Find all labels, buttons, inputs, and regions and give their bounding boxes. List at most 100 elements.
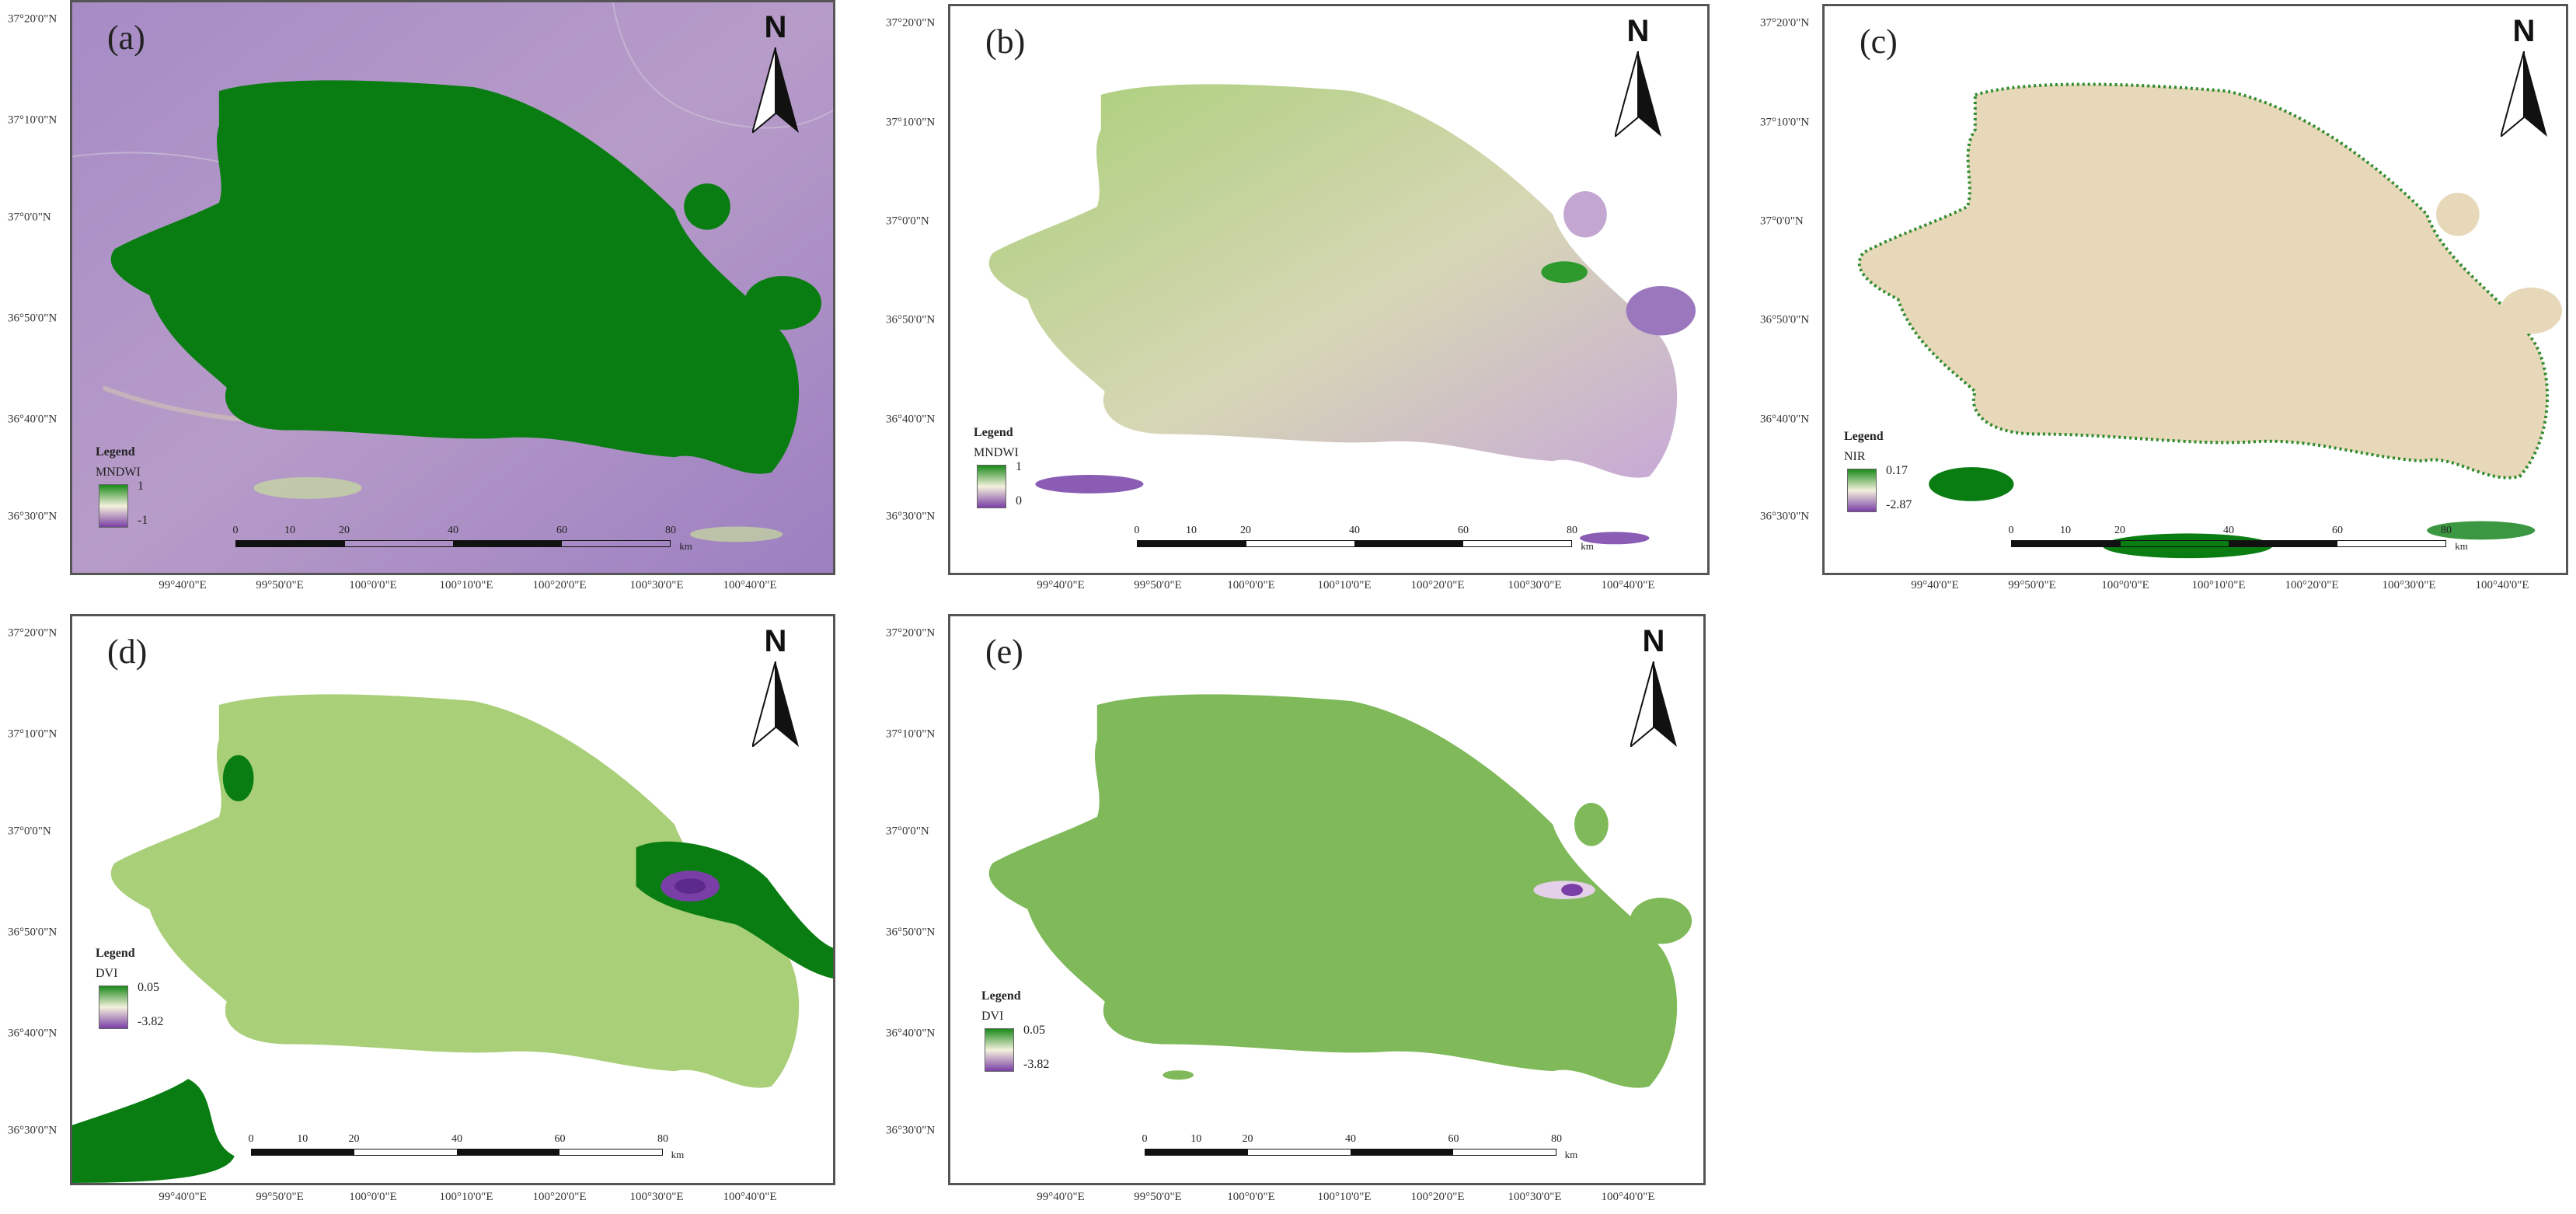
legend-min: -2.87	[1886, 498, 1912, 511]
legend-min: -3.82	[1023, 1058, 1050, 1071]
legend-min: -3.82	[138, 1015, 164, 1028]
scale-tick: 10	[1186, 525, 1197, 536]
north-arrow: N	[2489, 14, 2559, 146]
lon-label: 100°0'0"E	[349, 579, 397, 591]
lat-label: 36°40'0"N	[886, 413, 936, 426]
lat-label: 37°20'0"N	[1760, 16, 1810, 30]
lon-label: 100°40'0"E	[723, 1191, 777, 1203]
lat-label: 37°10'0"N	[886, 727, 936, 741]
lat-label: 37°0'0"N	[1760, 215, 1804, 228]
lon-label: 100°20'0"E	[532, 1191, 587, 1203]
legend-max: 1	[138, 480, 144, 493]
lon-label: 99°40'0"E	[159, 579, 207, 591]
legend-color-ramp	[985, 1028, 1014, 1072]
map-frame: (b) N Legend MNDWI 1 0 0 10 20 40 60 80 …	[948, 4, 1710, 575]
lat-label: 37°0'0"N	[8, 211, 51, 224]
legend-min: 0	[1016, 494, 1022, 508]
legend-color-ramp	[99, 484, 128, 528]
scale-bar: 0 10 20 40 60 80 km	[249, 1133, 685, 1164]
lat-label: 37°20'0"N	[8, 626, 58, 640]
lake-shape	[110, 80, 800, 474]
scale-tick: 80	[665, 525, 676, 536]
lon-label: 100°40'0"E	[2475, 579, 2529, 591]
lon-label: 100°30'0"E	[629, 1191, 684, 1203]
scale-tick: 80	[1567, 525, 1577, 536]
north-arrow: N	[741, 624, 810, 756]
scale-tick: 60	[556, 525, 567, 536]
lat-label: 36°50'0"N	[8, 312, 58, 325]
scale-tick: 20	[1242, 1133, 1253, 1145]
legend-max: 0.17	[1886, 464, 1908, 477]
legend-max: 0.05	[1023, 1024, 1045, 1037]
north-label: N	[764, 624, 787, 658]
north-arrow-icon	[1615, 51, 1661, 137]
lon-label: 100°30'0"E	[629, 579, 684, 591]
legend-title: Legend	[96, 445, 135, 459]
lon-label: 100°20'0"E	[2285, 579, 2339, 591]
scale-tick: 20	[2114, 525, 2125, 536]
lon-label: 100°20'0"E	[532, 579, 587, 591]
legend-index: DVI	[981, 1010, 1004, 1023]
map-image-a	[72, 2, 833, 573]
lon-label: 100°0'0"E	[1227, 1191, 1275, 1203]
lon-label: 100°0'0"E	[349, 1191, 397, 1203]
scale-tick: 20	[348, 1133, 360, 1145]
north-arrow-icon	[1630, 661, 1677, 747]
lat-label: 37°10'0"N	[8, 727, 58, 741]
scale-tick: 0	[1142, 1133, 1148, 1145]
lon-label: 100°0'0"E	[2101, 579, 2149, 591]
lon-label: 99°50'0"E	[256, 579, 304, 591]
lat-label: 36°30'0"N	[8, 1124, 58, 1137]
panel-label: (c)	[1860, 23, 1898, 61]
lake-shape	[110, 694, 800, 1088]
scale-tick: 60	[1448, 1133, 1459, 1145]
map-frame: (c) N Legend NIR 0.17 -2.87 0 10 20 40 6…	[1822, 4, 2568, 575]
lake-shape	[1857, 82, 2550, 480]
map-image-e	[950, 616, 1703, 1183]
lon-label: 100°20'0"E	[1410, 579, 1465, 591]
scale-unit: km	[1581, 540, 1594, 552]
lat-label: 37°10'0"N	[1760, 116, 1810, 129]
lat-label: 36°40'0"N	[886, 1027, 936, 1040]
legend: Legend NIR 0.17 -2.87	[1844, 430, 1961, 515]
lake-shape	[988, 84, 1678, 478]
lon-label: 100°10'0"E	[439, 1191, 493, 1203]
legend-index: MNDWI	[974, 446, 1019, 459]
legend: Legend MNDWI 1 0	[974, 426, 1090, 511]
lon-label: 100°40'0"E	[723, 579, 777, 591]
north-arrow-icon	[2501, 51, 2547, 137]
legend-color-ramp	[99, 986, 128, 1029]
scale-bar: 0 10 20 40 60 80 km	[233, 525, 692, 556]
lat-label: 36°30'0"N	[8, 510, 58, 523]
scale-tick: 10	[284, 525, 295, 536]
scale-tick: 10	[297, 1133, 308, 1145]
legend-index: MNDWI	[96, 466, 141, 479]
lon-label: 100°40'0"E	[1601, 1191, 1655, 1203]
lon-label: 100°10'0"E	[1317, 579, 1372, 591]
scale-unit: km	[679, 540, 692, 552]
north-arrow-icon	[752, 661, 799, 747]
lat-label: 36°30'0"N	[886, 510, 936, 523]
lon-label: 99°50'0"E	[1134, 1191, 1182, 1203]
map-panel-e: (e) N Legend DVI 0.05 -3.82 0 10 20 40 6…	[878, 614, 1717, 1212]
scale-tick: 60	[1458, 525, 1469, 536]
panel-label: (a)	[107, 19, 145, 57]
map-panel-a: (a) N Legend MNDWI 1 -1 0 10 20 40 60 80…	[0, 0, 839, 591]
lat-label: 36°30'0"N	[1760, 510, 1810, 523]
lon-label: 99°40'0"E	[1911, 579, 1959, 591]
legend-max: 1	[1016, 460, 1022, 473]
scale-bar: 0 10 20 40 60 80 km	[2009, 525, 2468, 556]
lon-label: 100°10'0"E	[1317, 1191, 1372, 1203]
scale-tick: 10	[1190, 1133, 1202, 1145]
legend-color-ramp	[1847, 469, 1877, 512]
lat-label: 36°50'0"N	[8, 926, 58, 939]
map-panel-d: (d) N Legend DVI 0.05 -3.82 0 10 20 40 6…	[0, 614, 839, 1212]
scale-tick: 10	[2060, 525, 2071, 536]
scale-tick: 40	[451, 1133, 462, 1145]
legend: Legend MNDWI 1 -1	[96, 445, 212, 531]
legend-min: -1	[138, 514, 148, 527]
lon-label: 100°10'0"E	[439, 579, 493, 591]
lon-label: 100°10'0"E	[2191, 579, 2246, 591]
legend-index: NIR	[1844, 450, 1866, 463]
lat-label: 36°50'0"N	[886, 926, 936, 939]
